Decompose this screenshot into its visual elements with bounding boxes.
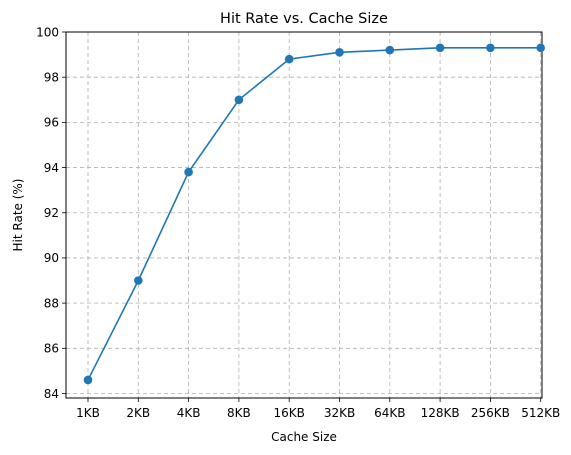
x-tick-label: 64KB [374, 406, 405, 420]
y-tick-label: 94 [44, 161, 59, 175]
chart-title: Hit Rate vs. Cache Size [220, 11, 388, 27]
grid [66, 31, 542, 398]
x-tick-label: 256KB [471, 406, 510, 420]
data-point [486, 43, 495, 53]
data-point [284, 54, 294, 64]
x-tick-label: 2KB [126, 406, 150, 420]
y-axis-label: Hit Rate (%) [11, 179, 25, 252]
series-line [87, 47, 541, 381]
y-axis: 84 86 88 90 92 94 96 98 100 [36, 25, 66, 401]
y-tick-label: 90 [44, 251, 59, 265]
data-point [234, 95, 244, 105]
x-tick-label: 512KB [521, 406, 560, 420]
x-tick-label: 1KB [76, 406, 100, 420]
data-point [83, 375, 93, 385]
x-tick-label: 128KB [421, 406, 460, 420]
y-tick-label: 84 [44, 387, 59, 401]
data-point [134, 276, 143, 285]
x-tick-label: 4KB [177, 406, 201, 420]
x-tick-label: 16KB [274, 406, 305, 420]
data-point [435, 43, 445, 53]
y-tick-label: 98 [44, 70, 59, 84]
data-point [335, 48, 344, 57]
data-point [536, 43, 545, 53]
y-tick-label: 88 [44, 296, 59, 310]
y-tick-label: 86 [44, 342, 59, 356]
y-tick-label: 96 [44, 116, 59, 130]
x-axis-label: Cache Size [271, 430, 337, 444]
data-point [385, 45, 395, 55]
y-tick-label: 92 [44, 206, 59, 220]
data-point [184, 167, 193, 177]
y-tick-label: 100 [36, 25, 59, 39]
x-tick-label: 32KB [324, 406, 355, 420]
plot-frame [65, 31, 543, 399]
x-tick-label: 8KB [227, 406, 251, 420]
x-axis: 1KB 2KB 4KB 8KB 16KB 32KB 64KB 128KB 256KB 512KB [76, 398, 560, 420]
data-points [83, 43, 545, 385]
